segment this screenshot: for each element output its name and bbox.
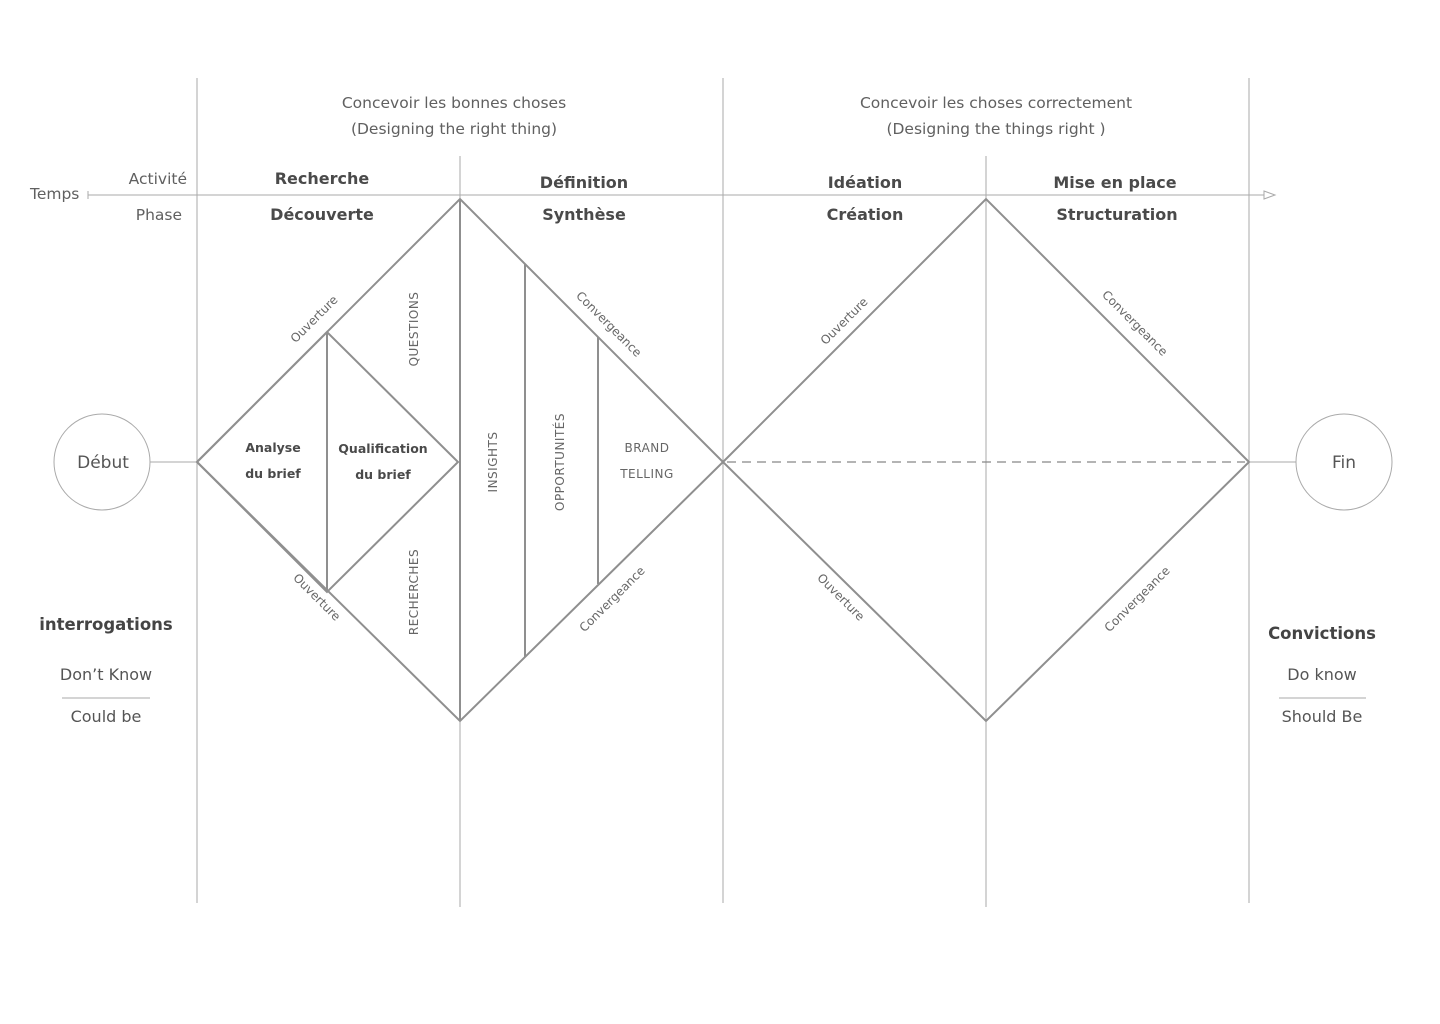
header-right-line1: Concevoir les choses correctement	[860, 94, 1132, 112]
right-title: Convictions	[1268, 624, 1376, 643]
right-top: Do know	[1287, 665, 1356, 684]
diamond-2-outline	[721, 197, 1251, 723]
header-left-line1: Concevoir les bonnes choses	[342, 94, 566, 112]
time-axis-arrow	[87, 190, 1277, 200]
phase-structuration: Structuration	[1056, 205, 1177, 224]
label-phase: Phase	[136, 206, 182, 224]
diamond-1-inner-left	[195, 330, 460, 594]
activity-mise-en-place: Mise en place	[1053, 173, 1176, 192]
d1-brand-line2: TELLING	[619, 467, 674, 481]
activity-recherche: Recherche	[275, 169, 370, 188]
header-left-line2: (Designing the right thing)	[351, 120, 557, 138]
d1-recherches: RECHERCHES	[407, 549, 421, 635]
left-title: interrogations	[39, 615, 173, 634]
activity-ideation: Idéation	[828, 173, 903, 192]
label-activite: Activité	[129, 170, 187, 188]
d1-brand-line1: BRAND	[624, 441, 669, 455]
d1-questions: QUESTIONS	[407, 292, 421, 367]
d1-qualif-line1: Qualification	[338, 441, 427, 456]
end-label: Fin	[1332, 453, 1356, 473]
activity-definition: Définition	[540, 173, 628, 192]
d1-analyse-line1: Analyse	[245, 440, 300, 455]
phase-decouverte: Découverte	[270, 205, 374, 224]
left-bottom: Could be	[71, 707, 142, 726]
label-temps: Temps	[29, 185, 79, 203]
phase-synthese: Synthèse	[542, 205, 626, 224]
d1-insights: INSIGHTS	[486, 432, 500, 493]
left-top: Don’t Know	[60, 665, 152, 684]
right-bottom: Should Be	[1282, 707, 1363, 726]
d1-opportunites: OPPORTUNITÉS	[552, 413, 567, 511]
header-right-line2: (Designing the things right )	[886, 120, 1105, 138]
start-label: Début	[77, 453, 129, 473]
d1-convergence-bottom: Convergeance	[577, 564, 648, 635]
d2-convergence-bottom: Convergeance	[1102, 564, 1173, 635]
phase-creation: Création	[827, 205, 904, 224]
d1-qualif-line2: du brief	[355, 467, 411, 482]
d1-analyse-line2: du brief	[245, 466, 301, 481]
